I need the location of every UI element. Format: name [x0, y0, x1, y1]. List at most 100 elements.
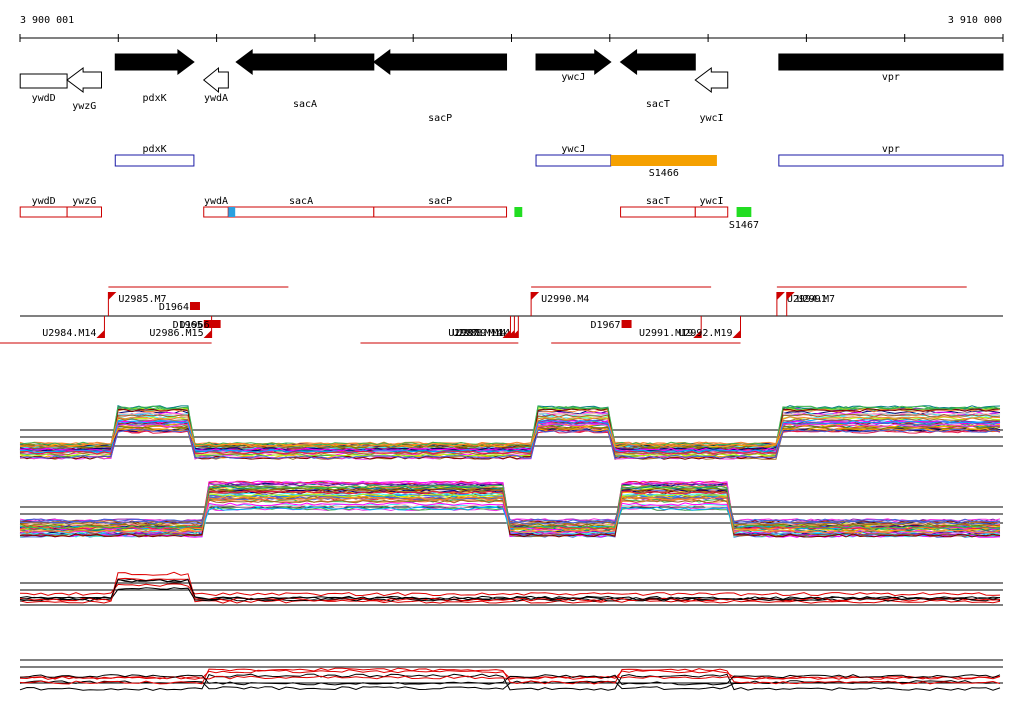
expression-trace	[19, 571, 1001, 602]
gene-arrow-ywdA[interactable]	[202, 66, 229, 94]
red-feature-label-ywzG: ywzG	[72, 196, 96, 207]
tss-flag	[786, 292, 795, 300]
expression-trace	[19, 583, 1001, 597]
tss-label-above: U2991	[797, 294, 827, 305]
red-feature-label-ywdD: ywdD	[32, 196, 56, 207]
gene-label-sacP: sacP	[428, 113, 452, 124]
tss-box	[621, 320, 632, 328]
gene-label-ywcJ: ywcJ	[561, 72, 585, 83]
tss-flag	[203, 330, 212, 338]
gene-arrow-pdxK[interactable]	[114, 49, 195, 75]
tss-box	[210, 320, 221, 328]
expression-trace	[20, 674, 1001, 686]
red-feature-label-sacT: sacT	[646, 196, 670, 207]
gene-arrow-sacP[interactable]	[372, 49, 508, 75]
ruler-end-label: 3 910 000	[948, 15, 1002, 26]
expression-panel-panel4	[19, 659, 1003, 691]
gene-label-sacT: sacT	[646, 99, 670, 110]
tss-label-below: U2992.M19	[678, 328, 732, 339]
mark-unnamed-1[interactable]	[514, 207, 523, 217]
expression-panels	[19, 405, 1003, 691]
blue-feature-vpr[interactable]	[778, 154, 1004, 167]
blue-feature-pdxK[interactable]	[114, 154, 195, 167]
gene-arrow-ywzG[interactable]	[66, 67, 102, 93]
mark-unnamed-2[interactable]	[228, 207, 236, 217]
tss-flag	[776, 292, 785, 300]
red-feature-sacA[interactable]	[227, 206, 375, 218]
tss-flag	[693, 330, 702, 338]
expression-trace	[19, 493, 1001, 523]
gene-arrow-ywcI[interactable]	[694, 67, 729, 93]
gene-label-ywzG: ywzG	[72, 101, 96, 112]
tss-label-below: U2989.M14	[456, 328, 510, 339]
red-feature-ywdA[interactable]	[203, 206, 229, 218]
expression-trace	[19, 496, 1001, 525]
tss-box	[189, 302, 200, 310]
red-feature-sacT[interactable]	[620, 206, 696, 218]
expression-panel-panel3	[19, 571, 1003, 606]
red-feature-label-sacP: sacP	[428, 196, 452, 207]
gene-label-ywdD: ywdD	[32, 93, 56, 104]
gene-label-sacA: sacA	[293, 99, 317, 110]
expression-trace	[19, 484, 1001, 530]
orange-feature-label: S1466	[649, 168, 679, 179]
tss-box-label: D1966	[180, 320, 210, 331]
expression-trace	[19, 577, 1001, 604]
tss-flag	[96, 330, 105, 338]
expression-trace	[19, 405, 1001, 454]
expression-trace	[19, 487, 1001, 538]
gene-label-vpr: vpr	[882, 72, 900, 83]
tss-flag	[732, 330, 741, 338]
blue-feature-track: pdxK ywcJ vpr S1466	[114, 144, 1004, 179]
gene-arrow-ywdD[interactable]	[19, 73, 68, 89]
red-feature-ywcI[interactable]	[694, 206, 729, 218]
red-feature-track: ywdD ywzG ywdA sacA sacP sacT ywcI S1467	[19, 196, 759, 231]
tss-label-below: U2988.M14	[452, 328, 506, 339]
tss-box-label: D1967	[590, 320, 620, 331]
ruler-start-label: 3 900 001	[20, 15, 74, 26]
expression-trace	[19, 578, 1001, 601]
gene-label-ywcI: ywcI	[699, 113, 723, 124]
red-feature-label-ywcI: ywcI	[699, 196, 723, 207]
blue-feature-label-ywcJ: ywcJ	[561, 144, 585, 155]
expression-trace	[19, 669, 1001, 680]
gene-arrow-sacA[interactable]	[235, 49, 375, 75]
expression-panel-panel2	[19, 480, 1003, 538]
expression-trace	[19, 429, 1001, 455]
tss-label-above: U2990.M4	[541, 294, 589, 305]
blue-feature-label-pdxK: pdxK	[143, 144, 167, 155]
tss-flag	[108, 292, 117, 300]
red-feature-label-ywdA: ywdA	[204, 196, 228, 207]
gene-arrow-sacT[interactable]	[619, 49, 696, 75]
ruler-ticks	[19, 34, 1004, 42]
expression-trace	[19, 675, 1001, 680]
coordinate-ruler: 3 900 001 3 910 000	[19, 15, 1004, 42]
red-feature-label-sacA: sacA	[289, 196, 313, 207]
tss-box-label: D1965	[173, 320, 203, 331]
tss-label-above: U2994.M7	[787, 294, 835, 305]
expression-trace	[19, 428, 1001, 460]
blue-feature-ywcJ[interactable]	[535, 154, 612, 167]
tss-label-below: U2986.M15	[149, 328, 203, 339]
mark-S1467[interactable]	[736, 207, 752, 217]
tss-flag	[531, 292, 540, 300]
red-feature-sacP[interactable]	[373, 206, 508, 218]
expression-trace	[19, 496, 1001, 534]
expression-trace	[19, 416, 1001, 457]
red-feature-ywdD[interactable]	[19, 206, 68, 218]
expression-trace	[19, 405, 1001, 446]
tss-label-below: U2987.M14	[448, 328, 502, 339]
orange-feature-S1466[interactable]	[610, 155, 717, 166]
mark-label-S1467: S1467	[729, 220, 759, 231]
gene-arrow-ywcJ[interactable]	[535, 49, 612, 75]
gene-arrow-vpr[interactable]	[778, 53, 1004, 71]
expression-panel-panel1	[19, 405, 1003, 461]
blue-feature-label-vpr: vpr	[882, 144, 900, 155]
red-feature-ywzG[interactable]	[66, 206, 102, 218]
tss-box-label: D1964	[159, 302, 189, 313]
tss-label-below: U2984.M14	[42, 328, 96, 339]
gene-track: ywdD ywzG pdxK ywdA sacA sacP ywcJ sacT ywcI vpr	[19, 49, 1004, 124]
gene-label-ywdA: ywdA	[204, 93, 228, 104]
